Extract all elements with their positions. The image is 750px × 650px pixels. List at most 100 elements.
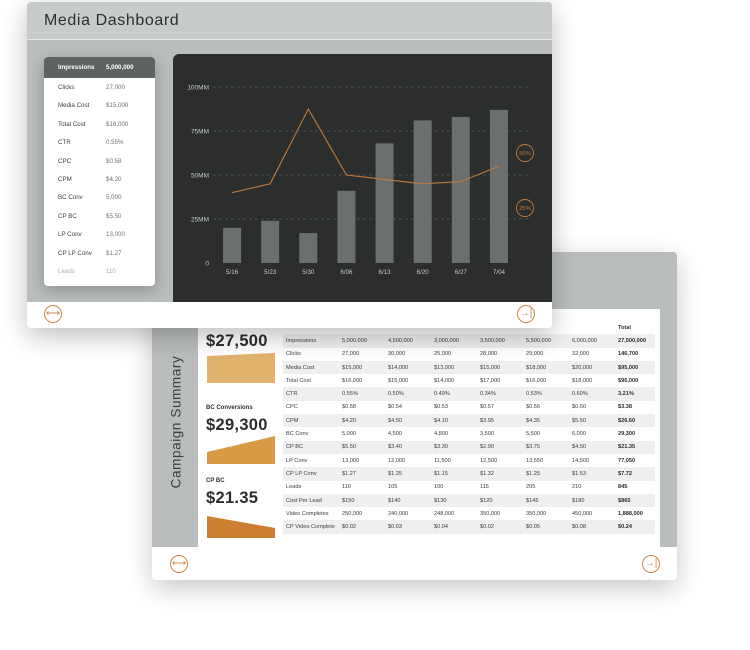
table-cell: 32,000 — [572, 351, 590, 358]
metric-label: CP LP Conv — [58, 249, 92, 257]
row-label: CPM — [283, 414, 339, 428]
y-tick-label: 25MM — [191, 217, 209, 224]
metric-value: $0.58 — [106, 157, 122, 165]
table-cell: $16,000 — [526, 377, 547, 384]
table-cell: $0.08 — [569, 520, 615, 534]
table-cell: $1.25 — [523, 467, 569, 481]
expand-arrows-icon[interactable]: ⟷ — [170, 555, 188, 573]
x-tick-label: 6/20 — [417, 269, 430, 276]
row-total: 845 — [618, 484, 628, 491]
row-total: 27,500,000 — [615, 334, 655, 348]
campaign-summary-table: Total Impressions 5,000,000 4,500,000 3,000… — [283, 321, 655, 534]
metric-value: $15,000 — [106, 102, 129, 110]
metric-label: Leads — [58, 268, 75, 275]
kpi-shape-fill — [207, 436, 275, 464]
table-cell: 115 — [480, 484, 489, 491]
table-cell: 4,500 — [388, 431, 402, 438]
kpi-shape — [207, 516, 275, 538]
table-cell: $0.03 — [385, 520, 431, 534]
row-total: $0.24 — [615, 520, 655, 534]
table-cell: $0.53 — [434, 404, 448, 411]
row-label: Cost Per Lead — [283, 493, 339, 508]
table-cell: 12,500 — [480, 457, 498, 464]
table-row: Clicks 27,000 30,000 25,000 28,000 29,000 32,0… — [283, 348, 655, 361]
campaign-summary-body: $27,500 BC Conversions $29,300 CP BC $21… — [198, 309, 660, 547]
row-label: CP Video Complete — [283, 520, 339, 534]
metric-label: LP Conv — [58, 231, 82, 239]
chart-panel: 0 25MM 50MM 75MM 100MM 5/16 5/23 5/30 6/06 6/13 6/… — [173, 54, 552, 302]
chart-bar — [261, 220, 280, 263]
table-row: CPM $4.20 $4.50 $4.10 $3.95 $4.35 $5.50 $26.60 — [283, 414, 655, 428]
table-cell: $4.10 — [431, 414, 477, 428]
table-cell: $0.56 — [526, 404, 540, 411]
right-axis-label: 25% — [519, 206, 531, 212]
row-label: CP BC — [283, 440, 339, 454]
chart-line — [231, 107, 500, 194]
table-row: BC Conv 5,000 4,500 4,800 3,500 5,500 6,000 29,… — [283, 427, 655, 440]
table-cell: 27,000 — [342, 351, 360, 358]
table-cell: 6,000 — [572, 431, 586, 438]
metric-row: BC Conv 5,000 — [44, 188, 155, 206]
chart-bar — [489, 109, 508, 263]
table-row: CPC $0.58 $0.54 $0.53 $0.57 $0.56 $0.60 $3.38 — [283, 401, 655, 414]
metric-row: Impressions 5,000,000 — [44, 57, 155, 78]
row-total: $96,000 — [618, 377, 639, 384]
table-cell: 0.55% — [339, 387, 385, 401]
row-label: Clicks — [286, 351, 301, 358]
collapse-arrows-icon[interactable]: →|← — [517, 305, 535, 328]
kpi-value: $27,500 — [206, 332, 268, 350]
row-total: $95,000 — [615, 360, 655, 375]
table-cell: 28,000 — [480, 351, 498, 358]
page-title: Media Dashboard — [44, 12, 180, 29]
table-cell: $0.60 — [572, 404, 586, 411]
table-cell: 13,000 — [342, 457, 360, 464]
table-row: Impressions 5,000,000 4,500,000 3,000,000 3,… — [283, 334, 655, 348]
table-cell: $15,000 — [388, 377, 409, 384]
table-cell: $1.32 — [477, 467, 523, 481]
row-label: BC Conv — [286, 431, 309, 438]
expand-arrows-icon[interactable]: ⟷ — [44, 305, 62, 323]
table-cell: 5,500 — [526, 431, 540, 438]
metric-value: $16,000 — [106, 120, 129, 128]
row-label: LP Conv — [286, 457, 308, 464]
table-row: CP LP Conv $1.27 $1.25 $1.15 $1.32 $1.25 $1.53… — [283, 467, 655, 481]
table-cell: $0.05 — [523, 520, 569, 534]
table-header-row: Total — [283, 321, 655, 334]
campaign-summary-title: Campaign Summary — [168, 355, 184, 489]
y-tick-label: 0 — [205, 261, 209, 268]
row-label: Leads — [286, 484, 302, 491]
table-cell: $4.50 — [569, 440, 615, 454]
table-cell: 0.50% — [385, 387, 431, 401]
x-tick-label: 6/06 — [340, 269, 353, 276]
y-tick-label: 50MM — [191, 173, 209, 180]
row-total: 1,888,000 — [618, 510, 643, 517]
table-cell: $130 — [431, 493, 477, 508]
table-cell: $15,000 — [477, 360, 523, 375]
table-cell: 450,000 — [572, 510, 593, 517]
kpi-shape-fill — [207, 353, 275, 383]
metric-row: Leads 110 — [44, 262, 155, 280]
table-cell: $13,000 — [431, 360, 477, 375]
table-cell: $1.15 — [431, 467, 477, 481]
row-label: Total Cost — [286, 377, 311, 384]
table-cell: 100 — [434, 484, 444, 491]
collapse-arrows-icon[interactable]: →|← — [642, 555, 660, 580]
metric-value: 0.55% — [106, 139, 124, 147]
table-cell: $0.04 — [431, 520, 477, 534]
row-total: 146,700 — [618, 351, 639, 358]
table-cell: $0.02 — [477, 520, 523, 534]
table-row: CTR 0.55% 0.50% 0.49% 0.34% 0.53% 0.60% 3.21% — [283, 387, 655, 401]
metric-label: Total Cost — [58, 120, 86, 128]
chart-bar — [451, 116, 470, 263]
metric-value: $1.27 — [106, 249, 122, 257]
table-cell: $145 — [523, 493, 569, 508]
table-cell: 13,550 — [526, 457, 544, 464]
table-cell: 3,000,000 — [431, 334, 477, 348]
chart-bar — [299, 233, 318, 263]
kpi-shape — [207, 353, 275, 383]
chart-bar — [413, 120, 432, 263]
row-label: CPC — [286, 404, 298, 411]
table-row: Cost Per Lead $150 $140 $130 $120 $145 $180 $86… — [283, 493, 655, 508]
table-cell: 0.53% — [523, 387, 569, 401]
metric-value: 27,000 — [106, 84, 125, 91]
